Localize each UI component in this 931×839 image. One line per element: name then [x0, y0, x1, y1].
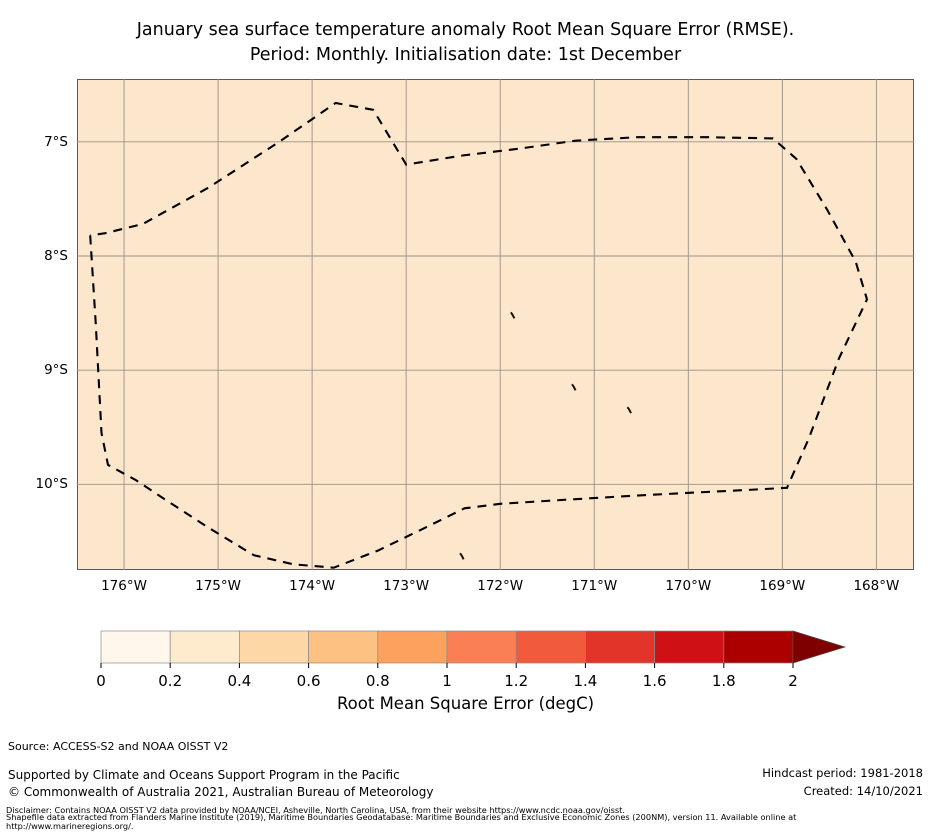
latitude-axis: 7°S 8°S 9°S 10°S	[0, 79, 69, 570]
disclaimer-line-2: Shapefile data extracted from Flanders M…	[6, 812, 797, 822]
colorbar-band	[239, 630, 309, 664]
longitude-tick-label: 168°W	[853, 578, 900, 594]
map-gridlines	[77, 79, 914, 570]
colorbar-tick-label: 0.6	[296, 672, 321, 690]
colorbar-band	[308, 630, 379, 664]
colorbar-band	[654, 630, 725, 664]
colorbar-tick-label: 0.8	[365, 672, 390, 690]
disclaimer-line-1: Disclaimer: Contains NOAA OISST V2 data …	[6, 805, 625, 815]
colorbar-tick-label: 2	[788, 672, 798, 690]
longitude-tick-label: 170°W	[665, 578, 712, 594]
colorbar-tick-label: 1.6	[642, 672, 667, 690]
chart-title-line-1: January sea surface temperature anomaly …	[136, 20, 795, 40]
colorbar-band	[723, 630, 794, 664]
island-outline	[510, 311, 516, 319]
colorbar: Root Mean Square Error (degC) 0 0.2 0.4 0.6…	[0, 626, 931, 722]
colorbar-band	[100, 630, 171, 664]
island-outline	[571, 383, 577, 391]
longitude-axis: 176°W 175°W 174°W 173°W 172°W 171°W 170°W 169°W…	[77, 578, 914, 598]
source-text: Source: ACCESS-S2 and NOAA OISST V2	[8, 740, 229, 753]
colorbar-tick-label: 1.4	[573, 672, 598, 690]
support-text: Supported by Climate and Oceans Support …	[8, 768, 400, 782]
colorbar-band	[515, 630, 586, 664]
copyright-text: © Commonwealth of Australia 2021, Austra…	[8, 785, 434, 799]
colorbar-band	[446, 630, 517, 664]
chart-title: January sea surface temperature anomaly …	[0, 18, 931, 68]
island-outline	[459, 552, 465, 560]
chart-title-line-2: Period: Monthly. Initialisation date: 1s…	[249, 45, 682, 65]
longitude-tick-label: 176°W	[101, 578, 147, 594]
latitude-tick-label: 8°S	[44, 247, 68, 264]
created-date-text: Created: 14/10/2021	[803, 784, 923, 798]
colorbar-tick-label: 1.8	[711, 672, 736, 690]
colorbar-tick-label: 1.2	[504, 672, 529, 690]
longitude-tick-label: 172°W	[477, 578, 524, 594]
longitude-tick-label: 169°W	[759, 578, 806, 594]
hindcast-period-text: Hindcast period: 1981-2018	[762, 766, 923, 780]
colorbar-band	[377, 630, 448, 664]
colorbar-tick-label: 0.2	[158, 672, 183, 690]
latitude-tick-label: 9°S	[44, 362, 68, 379]
map-plot-area	[77, 79, 914, 570]
island-outline	[626, 406, 632, 414]
eez-boundary-line	[89, 101, 869, 569]
map-background	[77, 79, 914, 570]
colorbar-tick-label: 0	[96, 672, 106, 690]
colorbar-extend-arrow	[792, 630, 847, 664]
colorbar-band	[585, 630, 655, 664]
disclaimer-line-3: http://www.marineregions.org/.	[6, 821, 134, 831]
longitude-tick-label: 174°W	[289, 578, 336, 594]
island-outlines	[459, 311, 632, 560]
map-vector-layer	[77, 79, 914, 570]
longitude-tick-label: 175°W	[195, 578, 241, 594]
longitude-tick-label: 173°W	[383, 578, 430, 594]
colorbar-swatches	[100, 630, 847, 668]
colorbar-tick-label: 1	[442, 672, 452, 690]
colorbar-band	[169, 630, 240, 664]
colorbar-tick-label: 0.4	[227, 672, 252, 690]
longitude-tick-label: 171°W	[571, 578, 618, 594]
colorbar-axis-label: Root Mean Square Error (degC)	[336, 694, 595, 713]
latitude-tick-label: 7°S	[44, 133, 68, 150]
latitude-tick-label: 10°S	[35, 476, 69, 493]
